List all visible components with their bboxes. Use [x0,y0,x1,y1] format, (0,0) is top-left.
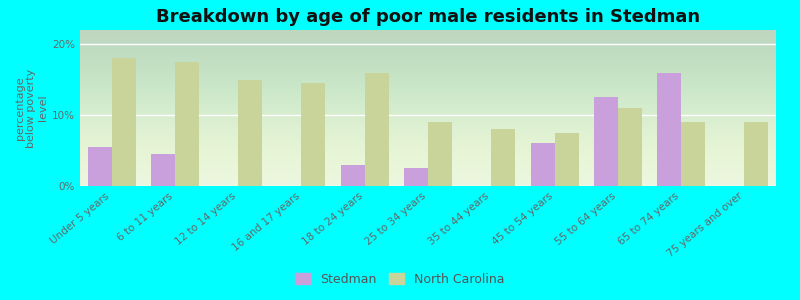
Bar [594,98,618,186]
Bar [744,122,769,186]
Y-axis label: percentage
below poverty
level: percentage below poverty level [14,68,48,148]
Bar [404,168,428,186]
Bar [238,80,262,186]
Bar [491,129,515,186]
Bar [151,154,175,186]
Bar [657,73,681,186]
Bar [365,73,389,186]
Title: Breakdown by age of poor male residents in Stedman: Breakdown by age of poor male residents … [156,8,700,26]
Bar [175,62,199,186]
Bar [681,122,705,186]
Legend: Stedman, North Carolina: Stedman, North Carolina [290,268,510,291]
Bar [530,143,554,186]
Bar [428,122,452,186]
Bar [618,108,642,186]
Bar [554,133,578,186]
Bar [87,147,112,186]
Bar [112,58,136,186]
Bar [341,165,365,186]
Bar [302,83,326,186]
